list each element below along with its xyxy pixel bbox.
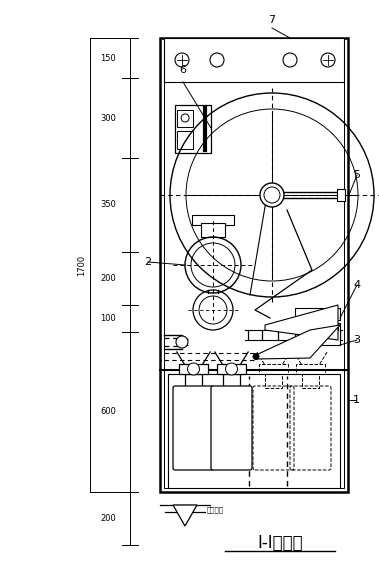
Bar [310,323,340,345]
Polygon shape [256,325,340,359]
Circle shape [253,354,259,359]
Bar [175,105,211,153]
Bar [160,38,348,492]
Text: 室内地面: 室内地面 [207,507,224,514]
Bar [179,364,208,374]
Bar [177,131,193,149]
Polygon shape [173,505,197,526]
Text: 150: 150 [100,54,116,63]
Text: 100: 100 [100,314,116,323]
Text: 300: 300 [100,114,116,123]
Bar [168,374,340,488]
Polygon shape [265,305,338,340]
Bar [259,364,288,374]
Bar [217,364,246,374]
Circle shape [260,183,284,207]
Text: 200: 200 [100,514,116,523]
Text: I-I剖面图: I-I剖面图 [257,534,303,552]
Bar [223,374,240,388]
Circle shape [226,363,238,375]
Text: 600: 600 [100,407,116,416]
Circle shape [176,336,188,348]
FancyBboxPatch shape [211,386,252,470]
Text: 1700: 1700 [77,254,86,276]
Text: 2: 2 [144,257,152,267]
Bar [192,215,234,225]
Bar [164,38,344,82]
Text: 200: 200 [100,274,116,283]
Bar [185,374,202,388]
Bar [295,308,340,320]
Bar [337,189,345,201]
Bar [265,374,282,388]
Circle shape [188,363,199,375]
Text: 350: 350 [100,201,116,210]
Text: 7: 7 [268,15,276,25]
Bar [177,110,193,127]
Bar [201,223,225,237]
Text: 1: 1 [352,395,360,405]
Bar [164,42,344,488]
Bar [296,364,325,374]
Text: 4: 4 [354,280,360,290]
FancyBboxPatch shape [173,386,214,470]
Text: 5: 5 [354,170,360,180]
Bar [302,374,319,388]
Text: 3: 3 [354,335,360,345]
Text: 6: 6 [180,65,186,75]
